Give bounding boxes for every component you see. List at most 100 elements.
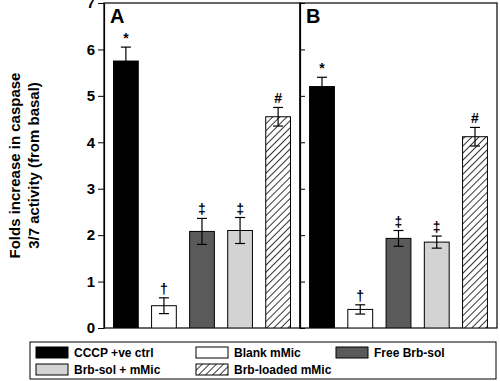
tick-mark: [300, 235, 305, 236]
tick: [300, 142, 305, 143]
legend-label: Free Brb-sol: [374, 346, 445, 360]
tick: 0: [87, 319, 104, 336]
significance-marker: ‡: [198, 201, 206, 217]
bar: [310, 87, 335, 328]
panel-frame: [300, 3, 497, 328]
tick-label: 1: [87, 273, 95, 290]
tick-mark: [98, 235, 104, 236]
tick-mark: [98, 189, 104, 190]
axis-line: [300, 4, 301, 329]
significance-marker: ‡: [433, 219, 441, 235]
legend-swatch: [36, 347, 68, 358]
error-bar: [197, 218, 207, 244]
bar: [114, 61, 139, 328]
error-stem: [163, 298, 164, 314]
axis-line: [104, 4, 105, 329]
chart: * † ‡ ‡ #0 1 2 3 4 5 6 7 A Folds increase in caspase3…: [0, 0, 500, 381]
bar: [190, 231, 215, 328]
tick-mark: [98, 3, 104, 4]
tick-mark: [98, 96, 104, 97]
tick-label: 5: [87, 87, 95, 104]
y-axis: 0 1 2 3 4 5 6 7: [87, 0, 105, 336]
significance-marker: #: [471, 110, 479, 126]
significance-marker: #: [274, 90, 282, 106]
error-cap: [197, 218, 207, 219]
tick: 3: [87, 180, 104, 197]
error-stem: [321, 77, 322, 96]
error-bar: [273, 107, 283, 126]
error-stem: [125, 47, 126, 75]
significance-marker: ‡: [395, 214, 403, 230]
error-bar: [317, 77, 327, 96]
error-stem: [360, 305, 361, 314]
tick: [300, 328, 305, 329]
tick: 5: [87, 87, 104, 104]
legend-swatch: [196, 347, 228, 358]
tick: [300, 235, 305, 236]
legend-label: Brb-sol + mMic: [74, 363, 161, 377]
tick-label: 4: [87, 134, 96, 151]
tick-mark: [98, 142, 104, 143]
tick-mark: [300, 49, 305, 50]
tick-mark: [98, 49, 104, 50]
significance-marker: *: [319, 60, 325, 76]
legend-label: CCCP +ve ctrl: [74, 346, 153, 360]
error-cap: [235, 243, 245, 244]
tick-mark: [300, 96, 305, 97]
tick-label: 6: [87, 41, 95, 58]
legend-swatch: [196, 364, 228, 375]
error-cap: [159, 297, 169, 298]
tick-label: 0: [87, 319, 95, 336]
significance-marker: ‡: [236, 201, 244, 217]
tick: [300, 3, 305, 4]
panel-title: A: [110, 5, 124, 27]
tick: 6: [87, 41, 104, 58]
legend: CCCP +ve ctrlBlank mMicFree Brb-solBrb-s…: [30, 342, 496, 379]
tick-mark: [300, 282, 305, 283]
error-stem: [278, 107, 279, 126]
legend-swatch: [36, 364, 68, 375]
error-bar: [235, 218, 245, 244]
y-axis-title: Folds increase in caspase3/7 activity (f…: [6, 73, 42, 259]
tick-mark: [300, 142, 305, 143]
error-bar: [394, 231, 404, 247]
error-bar: [159, 298, 169, 314]
error-bar: [432, 236, 442, 248]
tick: [300, 189, 305, 190]
error-bar: [355, 305, 365, 314]
error-bar: [470, 127, 480, 146]
error-cap: [235, 217, 245, 218]
legend-swatch: [336, 347, 368, 358]
error-cap: [317, 95, 327, 96]
error-cap: [273, 107, 283, 108]
tick: 7: [87, 0, 104, 11]
bar: [463, 137, 488, 328]
tick-label: 7: [87, 0, 95, 11]
panel-frame: [104, 3, 300, 328]
error-stem: [239, 218, 240, 244]
significance-marker: †: [160, 281, 168, 297]
tick-mark: [300, 328, 305, 329]
bar: [228, 231, 253, 329]
bars: [114, 47, 291, 328]
error-cap: [317, 77, 327, 78]
error-cap: [197, 244, 207, 245]
tick: [300, 282, 305, 283]
error-cap: [394, 246, 404, 247]
error-stem: [436, 236, 437, 248]
tick-mark: [98, 282, 104, 283]
error-cap: [159, 313, 169, 314]
bar: [266, 117, 291, 328]
bars: [310, 77, 488, 328]
tick-label: 2: [87, 226, 95, 243]
bar: [424, 242, 449, 328]
tick: 2: [87, 226, 104, 243]
tick-label: 3: [87, 180, 95, 197]
tick: [300, 96, 305, 97]
tick: [300, 49, 305, 50]
significance-marker: *: [123, 30, 129, 46]
error-stem: [398, 231, 399, 247]
error-cap: [432, 235, 442, 236]
bar: [386, 238, 411, 328]
error-cap: [355, 304, 365, 305]
